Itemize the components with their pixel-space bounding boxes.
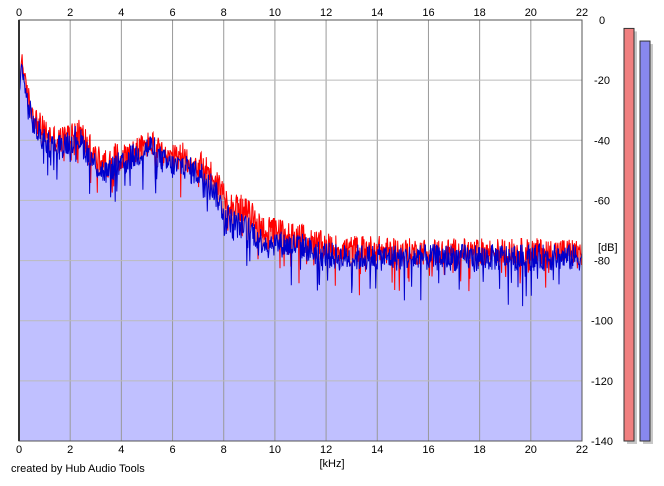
level-meter-2 [639,40,651,442]
x-axis-label: [kHz] [319,458,344,470]
x-tick-label-bottom: 2 [67,444,73,456]
x-tick-label-top: 18 [474,7,486,19]
spectrum-lines [18,54,583,307]
x-tick-label-bottom: 14 [371,444,383,456]
series-2-fill [19,64,582,441]
y-tick-label: -40 [594,135,610,147]
y-tick-label: -60 [594,195,610,207]
x-tick-label-bottom: 10 [269,444,281,456]
x-tick-label-top: 2 [67,7,73,19]
x-tick-label-bottom: 6 [169,444,175,456]
x-tick-label-bottom: 4 [118,444,124,456]
x-tick-label-bottom: 0 [16,444,22,456]
x-axis-bottom: 0 2 4 6 8 10 12 14 16 18 20 22 [16,444,588,456]
x-tick-label-top: 12 [320,7,332,19]
y-tick-label: -120 [591,376,613,388]
x-tick-label-top: 14 [371,7,383,19]
grid [19,20,582,441]
x-tick-label-top: 10 [269,7,281,19]
x-tick-label-bottom: 22 [576,444,588,456]
x-tick-label-top: 22 [576,7,588,19]
x-tick-label-top: 20 [525,7,537,19]
y-tick-label: 0 [599,15,605,27]
series-2-line [18,63,583,307]
y-tick-label: -20 [594,75,610,87]
x-tick-label-bottom: 20 [525,444,537,456]
x-tick-label-top: 4 [118,7,124,19]
level-meter-1 [623,27,635,442]
plot-frame [18,19,583,442]
x-tick-label-top: 16 [422,7,434,19]
x-tick-label-bottom: 12 [320,444,332,456]
x-tick-label-top: 6 [169,7,175,19]
credit-text: created by Hub Audio Tools [11,463,145,475]
x-tick-label-bottom: 16 [422,444,434,456]
level-meters [623,27,653,445]
y-axis: 0 -20 -40 -60 -80 -100 -120 -140 [591,15,613,448]
y-tick-label: -140 [591,436,613,448]
y-tick-label: -80 [594,256,610,268]
y-tick-label: -100 [591,316,613,328]
x-tick-label-bottom: 8 [221,444,227,456]
x-tick-label-bottom: 18 [474,444,486,456]
x-tick-label-top: 8 [221,7,227,19]
y-axis-label: [dB] [598,242,618,254]
x-tick-label-top: 0 [16,7,22,19]
x-axis-top: 0 2 4 6 8 10 12 14 16 18 20 22 [16,7,588,19]
